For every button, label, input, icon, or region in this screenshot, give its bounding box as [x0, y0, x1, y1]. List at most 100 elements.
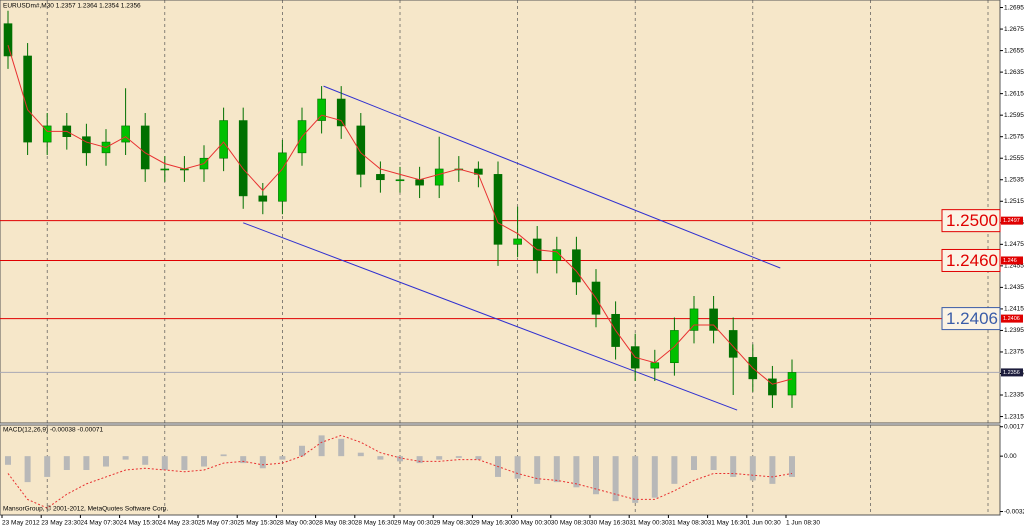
candle-body [42, 125, 52, 143]
macd-y-tick-label: 0.00 [1004, 453, 1017, 460]
candle-body [513, 238, 522, 245]
y-tick-label: 1.2615 [1004, 90, 1024, 97]
macd-bar [357, 452, 364, 457]
level-label: 1.2500 [946, 211, 998, 230]
candle-body [787, 372, 797, 396]
macd-bar [475, 456, 482, 460]
macd-bar [122, 456, 129, 460]
y-tick-label: 1.2575 [1004, 133, 1024, 140]
macd-bar [318, 435, 325, 457]
x-tick-label: 31 May 16:30 [708, 520, 748, 527]
candle-body [82, 136, 91, 154]
price-tag: 1.246 [1003, 258, 1017, 264]
x-tick-label: 30 May 08:30 [551, 520, 591, 527]
x-tick-label: 28 May 16:30 [355, 520, 395, 527]
candle-body [121, 125, 130, 143]
x-tick-label: 31 May 00:30 [629, 520, 669, 527]
level-label-box [941, 209, 1001, 233]
candle-body [3, 23, 13, 57]
x-tick-label: 23 May 23:30 [41, 520, 81, 527]
macd-bar [201, 456, 207, 467]
macd-bar [338, 438, 345, 457]
footer: MansorGroup, © 2001-2012, MetaQuotes Sof… [3, 505, 168, 513]
macd-bar [749, 456, 756, 481]
candle-body [356, 125, 366, 175]
chart-title: EURUSDm#,M30 1.2357 1.2364 1.2354 1.2356 [3, 3, 141, 10]
macd-y-tick-label: -0.0032 [1004, 508, 1024, 515]
candle-body [689, 308, 699, 331]
candle-body [219, 120, 228, 159]
price-tag: 1.2497 [1003, 218, 1020, 224]
y-tick-label: 1.2395 [1004, 327, 1024, 334]
macd-bar [259, 456, 266, 469]
candle-body [434, 168, 444, 186]
y-tick-label: 1.2315 [1004, 413, 1024, 420]
macd-bar [161, 456, 168, 470]
x-tick-label: 24 May 15:30 [120, 520, 160, 527]
price-tag: 1.2356 [1003, 370, 1020, 376]
macd-bar [63, 456, 70, 470]
candle-body [23, 55, 32, 143]
price-tag-bg [1001, 216, 1023, 225]
macd-bar [612, 456, 619, 502]
level-label: 1.2406 [946, 309, 998, 328]
macd-bar [789, 456, 795, 477]
candle-body [650, 362, 660, 369]
macd-y-tick-label: 0.0017 [1004, 423, 1024, 430]
candle-body [768, 378, 777, 396]
x-tick-label: 28 May 08:30 [316, 520, 356, 527]
candle-body [317, 98, 326, 121]
x-tick-label: 31 May 08:30 [668, 520, 708, 527]
macd-signal [7, 434, 793, 509]
y-tick-label: 1.2515 [1004, 198, 1024, 205]
x-tick-label: 1 Jun 08:30 [786, 520, 820, 527]
moving-average [7, 45, 793, 385]
y-tick-label: 1.2535 [1004, 176, 1024, 183]
candle-body [395, 179, 405, 182]
candle-body [709, 308, 718, 331]
y-tick-label: 1.2435 [1004, 284, 1024, 291]
x-tick-label: 24 May 07:30 [80, 520, 120, 527]
macd-bar [553, 456, 560, 483]
macd-bar [769, 456, 776, 484]
macd-bar [671, 456, 678, 484]
price-tag: 1.2406 [1003, 316, 1020, 322]
macd-bar [220, 454, 227, 457]
x-tick-label: 1 Jun 00:30 [747, 520, 781, 527]
x-tick-label: 30 May 00:30 [512, 520, 552, 527]
y-tick-label: 1.2375 [1004, 349, 1024, 356]
macd-bar [691, 456, 697, 470]
candle-body [728, 330, 738, 358]
price-tag-bg [1001, 314, 1023, 323]
y-tick-label: 1.2335 [1004, 392, 1024, 399]
macd-bar [279, 456, 286, 460]
x-tick-label: 29 May 00:30 [394, 520, 434, 527]
macd-title: MACD(12,26,9) -0.00038 -0.00071 [3, 427, 103, 434]
y-tick-label: 1.2455 [1004, 263, 1024, 270]
y-tick-label: 1.2415 [1004, 306, 1024, 313]
macd-bar [436, 456, 443, 460]
candle-body [572, 249, 581, 283]
candle-body [258, 195, 268, 202]
x-tick-label: 25 May 07:30 [198, 520, 238, 527]
y-tick-label: 1.2595 [1004, 112, 1024, 119]
y-tick-label: 1.2635 [1004, 69, 1024, 76]
candle-body [415, 179, 424, 186]
macd-bar [573, 456, 580, 488]
candle-body [376, 174, 385, 181]
macd-bar [397, 456, 403, 462]
price-tag-bg [1001, 368, 1023, 377]
macd-bar [377, 456, 384, 460]
macd-bar [730, 456, 737, 477]
level-label: 1.2460 [946, 251, 998, 270]
candle-body [493, 174, 503, 245]
macd-bar [455, 456, 462, 458]
x-tick-label: 25 May 15:30 [237, 520, 277, 527]
macd-bar [593, 456, 599, 495]
x-tick-label: 29 May 16:30 [472, 520, 512, 527]
macd-bar [514, 456, 521, 479]
x-tick-label: 23 May 2012 [2, 520, 40, 527]
x-tick-label: 24 May 23:30 [159, 520, 199, 527]
